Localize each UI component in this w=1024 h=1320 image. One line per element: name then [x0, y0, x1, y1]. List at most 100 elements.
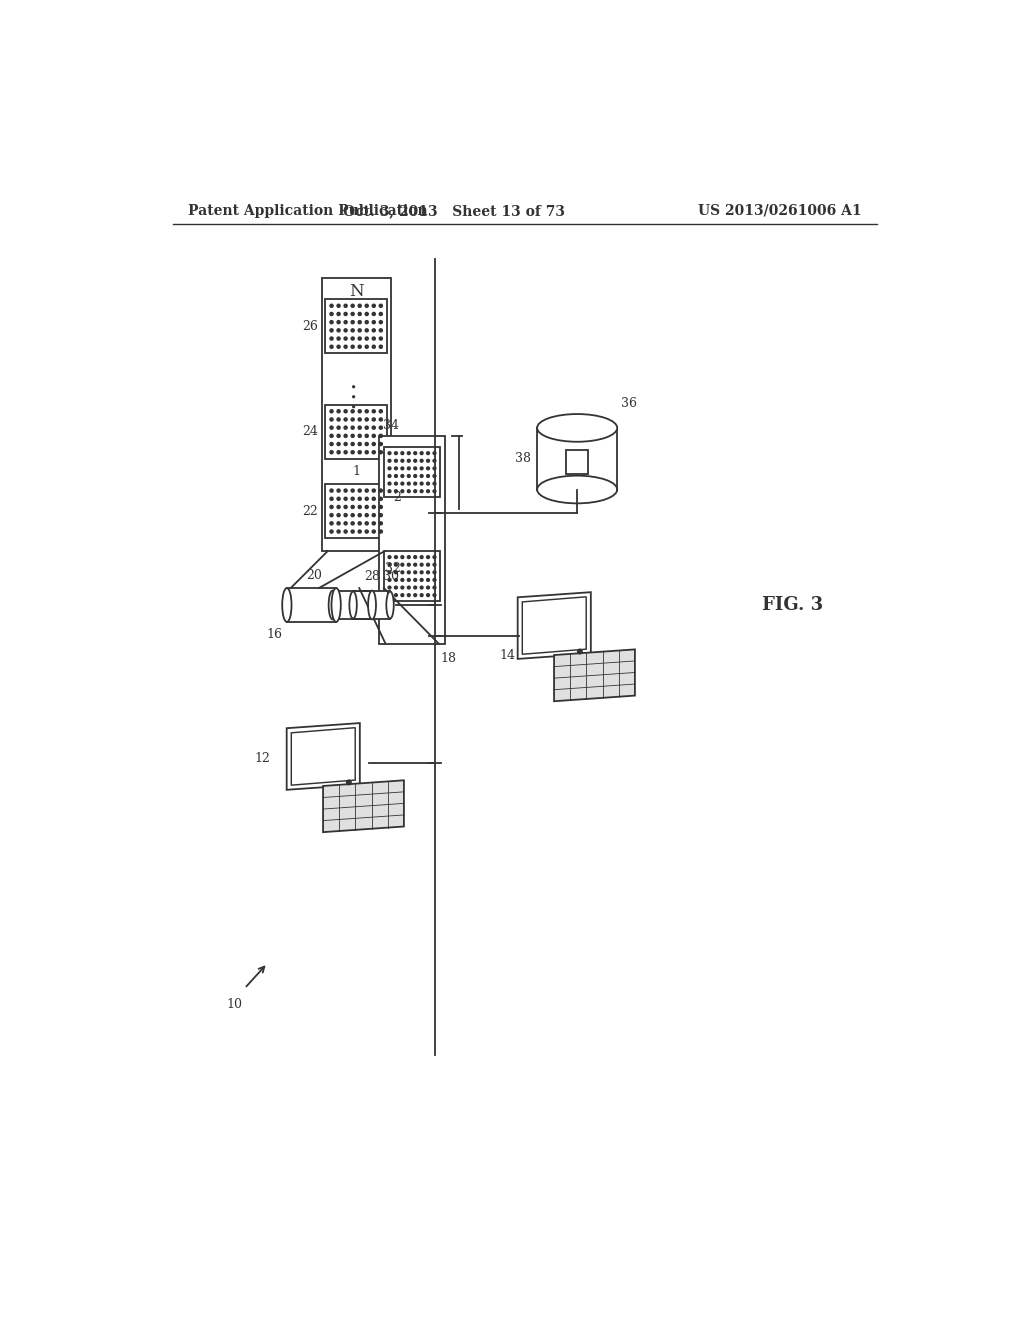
Circle shape — [344, 346, 347, 348]
Circle shape — [337, 426, 340, 429]
Circle shape — [366, 513, 369, 516]
Circle shape — [344, 313, 347, 315]
Circle shape — [427, 564, 429, 566]
Circle shape — [379, 488, 382, 492]
Text: 12: 12 — [255, 752, 270, 766]
Circle shape — [344, 521, 347, 525]
Circle shape — [401, 578, 403, 581]
Circle shape — [358, 488, 361, 492]
Circle shape — [379, 418, 382, 421]
Ellipse shape — [538, 475, 617, 503]
Circle shape — [358, 329, 361, 331]
Circle shape — [433, 482, 436, 484]
Circle shape — [330, 346, 333, 348]
Circle shape — [330, 434, 333, 437]
Circle shape — [433, 578, 436, 581]
Circle shape — [366, 304, 369, 308]
Circle shape — [337, 442, 340, 446]
Bar — [379, 436, 444, 644]
Circle shape — [372, 442, 376, 446]
Circle shape — [414, 578, 417, 581]
Text: 36: 36 — [621, 397, 637, 411]
Bar — [326, 300, 387, 354]
Circle shape — [379, 329, 382, 331]
Circle shape — [388, 586, 391, 589]
Circle shape — [420, 490, 423, 492]
Circle shape — [420, 482, 423, 484]
Circle shape — [351, 450, 354, 454]
Circle shape — [351, 409, 354, 413]
Text: 38: 38 — [515, 453, 531, 465]
Circle shape — [394, 467, 397, 470]
Circle shape — [408, 586, 411, 589]
Circle shape — [358, 337, 361, 341]
Circle shape — [366, 434, 369, 437]
Circle shape — [366, 337, 369, 341]
Circle shape — [408, 482, 411, 484]
Circle shape — [420, 578, 423, 581]
Circle shape — [394, 572, 397, 574]
Circle shape — [351, 513, 354, 516]
Circle shape — [351, 506, 354, 508]
Circle shape — [337, 418, 340, 421]
Circle shape — [433, 475, 436, 478]
Circle shape — [394, 578, 397, 581]
Circle shape — [414, 490, 417, 492]
Circle shape — [433, 586, 436, 589]
Bar — [538, 428, 617, 490]
Text: 24: 24 — [302, 425, 317, 438]
Circle shape — [351, 521, 354, 525]
Circle shape — [372, 313, 376, 315]
Circle shape — [337, 498, 340, 500]
Circle shape — [420, 475, 423, 478]
Circle shape — [366, 313, 369, 315]
Polygon shape — [287, 723, 359, 789]
Circle shape — [379, 521, 382, 525]
Ellipse shape — [283, 589, 292, 622]
Bar — [388, 602, 392, 609]
Circle shape — [351, 329, 354, 331]
Circle shape — [366, 488, 369, 492]
Circle shape — [337, 506, 340, 508]
Circle shape — [330, 409, 333, 413]
Circle shape — [372, 513, 376, 516]
Text: FIG. 3: FIG. 3 — [762, 597, 823, 614]
Circle shape — [394, 556, 397, 558]
Circle shape — [414, 556, 417, 558]
Ellipse shape — [538, 414, 617, 442]
Text: N: N — [349, 282, 364, 300]
Polygon shape — [323, 780, 403, 832]
Circle shape — [344, 321, 347, 323]
Circle shape — [420, 572, 423, 574]
Circle shape — [408, 578, 411, 581]
Circle shape — [388, 578, 391, 581]
Circle shape — [408, 451, 411, 454]
Circle shape — [433, 556, 436, 558]
Circle shape — [408, 475, 411, 478]
Polygon shape — [291, 727, 355, 785]
Circle shape — [330, 442, 333, 446]
Circle shape — [366, 409, 369, 413]
Circle shape — [330, 321, 333, 323]
Circle shape — [427, 490, 429, 492]
Circle shape — [401, 572, 403, 574]
Circle shape — [379, 426, 382, 429]
Circle shape — [388, 572, 391, 574]
Circle shape — [366, 442, 369, 446]
Circle shape — [408, 572, 411, 574]
Circle shape — [344, 337, 347, 341]
Circle shape — [394, 490, 397, 492]
Circle shape — [379, 442, 382, 446]
Circle shape — [379, 498, 382, 500]
Circle shape — [358, 506, 361, 508]
Circle shape — [358, 498, 361, 500]
Text: 14: 14 — [500, 648, 515, 661]
Circle shape — [427, 572, 429, 574]
Text: 10: 10 — [226, 998, 243, 1011]
Circle shape — [401, 564, 403, 566]
Circle shape — [351, 304, 354, 308]
Circle shape — [379, 434, 382, 437]
Circle shape — [344, 531, 347, 533]
Circle shape — [358, 313, 361, 315]
Circle shape — [401, 556, 403, 558]
